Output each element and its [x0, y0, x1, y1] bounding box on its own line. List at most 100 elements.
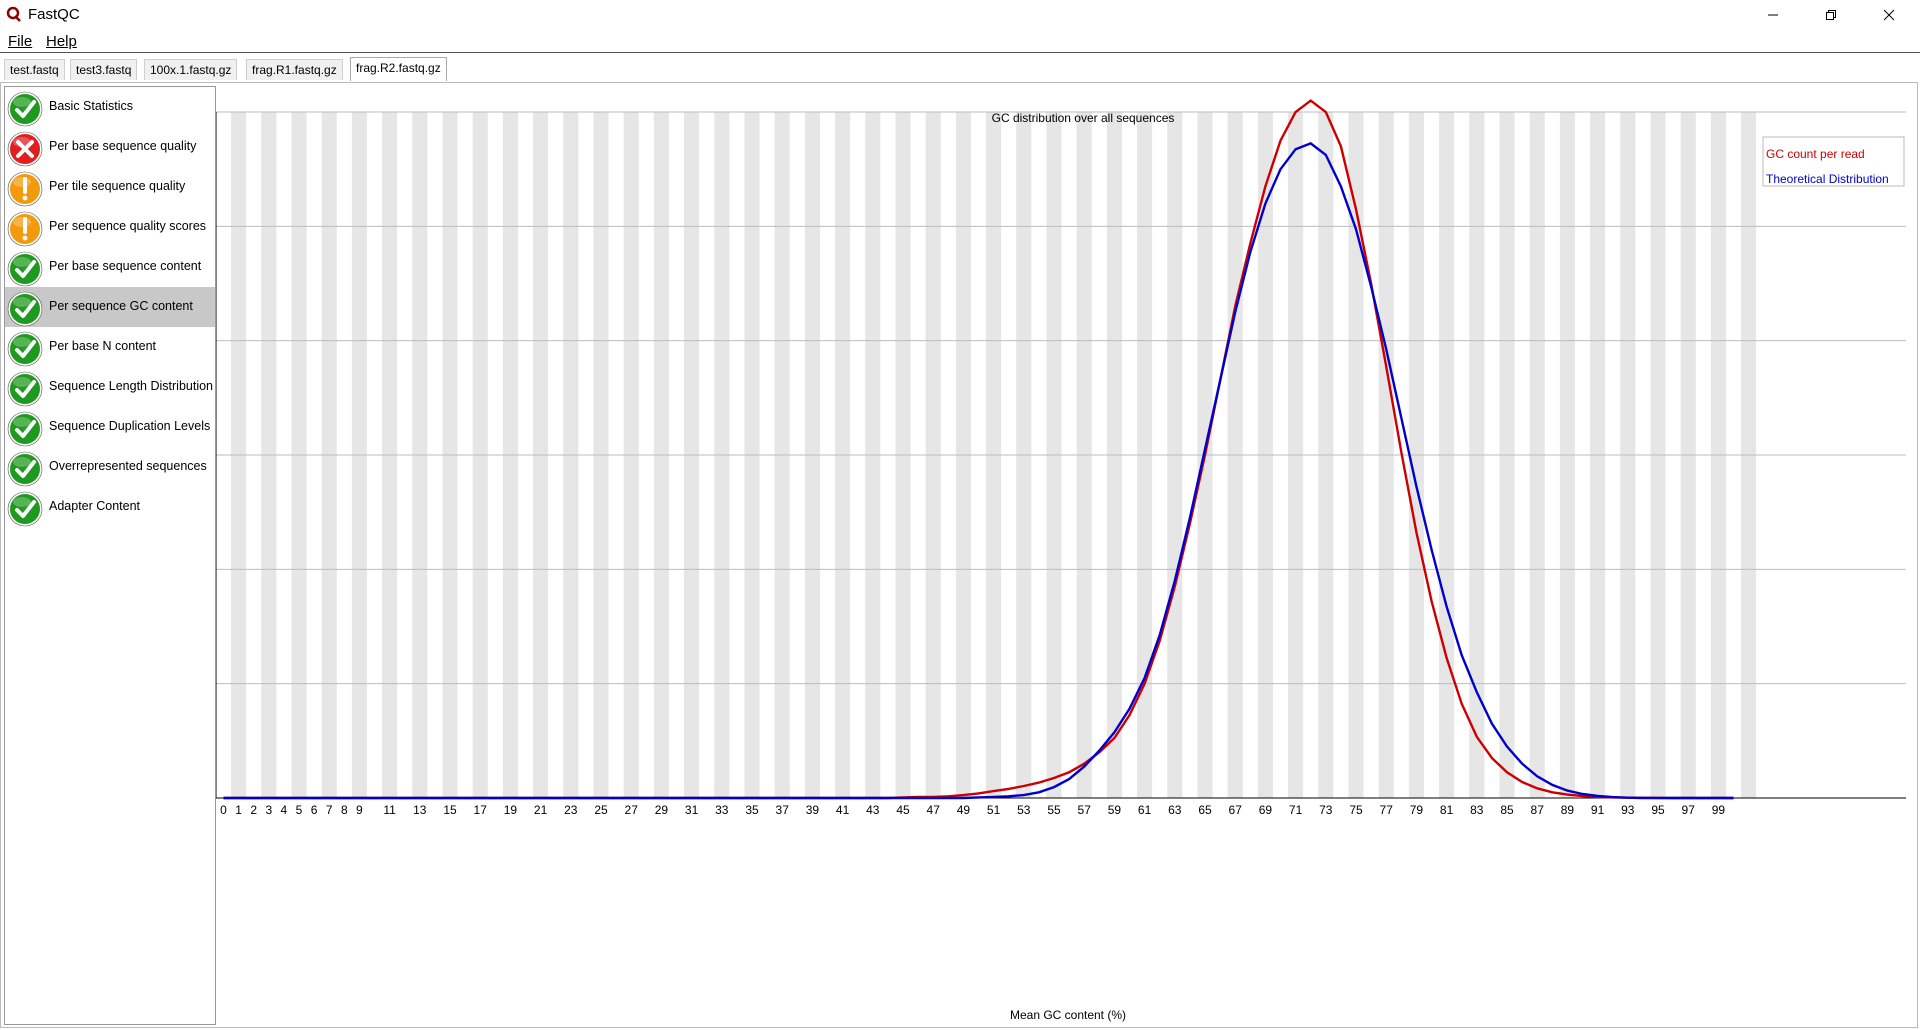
x-tick-label: 81 — [1440, 803, 1454, 817]
check-icon — [7, 411, 43, 447]
x-tick-label: 51 — [987, 803, 1001, 817]
x-tick-label: 87 — [1531, 803, 1545, 817]
module-item[interactable]: Overrepresented sequences — [5, 447, 215, 487]
x-tick-label: 8 — [341, 803, 348, 817]
tab-frag-r1-fastq-gz[interactable]: frag.R1.fastq.gz — [246, 59, 343, 80]
module-label: Adapter Content — [49, 499, 141, 513]
x-tick-label: 17 — [474, 803, 488, 817]
x-tick-label: 93 — [1621, 803, 1635, 817]
x-tick-label: 71 — [1289, 803, 1303, 817]
x-tick-label: 29 — [655, 803, 669, 817]
legend-box — [1762, 136, 1905, 187]
x-tick-label: 97 — [1682, 803, 1696, 817]
check-icon — [7, 291, 43, 327]
x-tick-label: 45 — [896, 803, 910, 817]
x-tick-label: 53 — [1017, 803, 1031, 817]
tab-test3-fastq[interactable]: test3.fastq — [70, 59, 138, 80]
module-item[interactable]: Per sequence GC content — [5, 287, 215, 327]
menu-bar: File Help — [0, 30, 1920, 53]
title-bar: FastQC — [0, 0, 1920, 30]
check-icon — [7, 451, 43, 487]
minimize-button[interactable] — [1744, 0, 1802, 30]
x-tick-label: 31 — [685, 803, 699, 817]
menu-file[interactable]: File — [8, 33, 33, 50]
module-item[interactable]: Sequence Length Distribution — [5, 367, 215, 407]
x-tick-label: 7 — [326, 803, 333, 817]
tab-100x-1-fastq-gz[interactable]: 100x.1.fastq.gz — [144, 59, 238, 80]
window-title: FastQC — [28, 6, 80, 23]
module-item[interactable]: Per base sequence quality — [5, 127, 215, 167]
close-icon — [1883, 9, 1895, 21]
x-tick-label: 27 — [625, 803, 639, 817]
cross-icon — [7, 131, 43, 167]
module-label: Sequence Duplication Levels — [49, 419, 211, 433]
module-label: Per base sequence content — [49, 259, 202, 273]
x-tick-label: 95 — [1651, 803, 1665, 817]
module-list: Basic Statistics Per base sequence quali… — [4, 86, 216, 1025]
x-tick-label: 33 — [715, 803, 729, 817]
legend-theoretical: Theoretical Distribution — [1766, 172, 1889, 186]
x-tick-label: 41 — [836, 803, 850, 817]
chart-series — [223, 99, 1734, 800]
x-tick-label: 85 — [1500, 803, 1514, 817]
module-item[interactable]: Basic Statistics — [5, 87, 215, 127]
check-icon — [7, 331, 43, 367]
exclamation-icon — [7, 171, 43, 207]
x-tick-label: 75 — [1349, 803, 1363, 817]
chart-title: GC distribution over all sequences — [992, 111, 1175, 125]
menu-help[interactable]: Help — [46, 33, 77, 50]
module-item[interactable]: Adapter Content — [5, 487, 215, 527]
minimize-icon — [1768, 14, 1778, 16]
module-item[interactable]: Per tile sequence quality — [5, 167, 215, 207]
x-tick-label: 2 — [250, 803, 257, 817]
x-tick-label: 1 — [235, 803, 242, 817]
module-item[interactable]: Per base sequence content — [5, 247, 215, 287]
check-icon — [7, 91, 43, 127]
restore-button[interactable] — [1802, 0, 1860, 30]
tab-test-fastq[interactable]: test.fastq — [4, 59, 65, 80]
module-label: Per base N content — [49, 339, 157, 353]
x-tick-label: 63 — [1168, 803, 1182, 817]
x-tick-label: 69 — [1259, 803, 1273, 817]
x-tick-label: 6 — [311, 803, 318, 817]
tab-frag-r2-fastq-gz[interactable]: frag.R2.fastq.gz — [350, 57, 447, 81]
x-tick-label: 65 — [1198, 803, 1212, 817]
x-tick-label: 83 — [1470, 803, 1484, 817]
close-button[interactable] — [1860, 0, 1918, 30]
file-tabs: test.fastq test3.fastq 100x.1.fastq.gz f… — [0, 57, 1920, 82]
module-label: Basic Statistics — [49, 99, 134, 113]
check-icon — [7, 251, 43, 287]
x-tick-label: 15 — [443, 803, 457, 817]
x-tick-label: 19 — [504, 803, 518, 817]
x-tick-label: 55 — [1047, 803, 1061, 817]
x-tick-label: 25 — [594, 803, 608, 817]
module-label: Overrepresented sequences — [49, 459, 207, 473]
x-tick-label: 23 — [564, 803, 578, 817]
x-tick-label: 67 — [1229, 803, 1243, 817]
module-label: Per sequence GC content — [49, 299, 193, 313]
module-item[interactable]: Per base N content — [5, 327, 215, 367]
check-icon — [7, 371, 43, 407]
chart-stripes — [231, 112, 1757, 798]
x-tick-label: 39 — [806, 803, 820, 817]
x-tick-label: 57 — [1078, 803, 1092, 817]
x-tick-label: 3 — [265, 803, 272, 817]
x-tick-label: 49 — [957, 803, 971, 817]
x-tick-label: 79 — [1410, 803, 1424, 817]
x-tick-label: 4 — [281, 803, 288, 817]
x-tick-label: 77 — [1380, 803, 1394, 817]
module-label: Per base sequence quality — [49, 139, 197, 153]
x-tick-label: 11 — [383, 803, 396, 817]
exclamation-icon — [7, 211, 43, 247]
module-item[interactable]: Per sequence quality scores — [5, 207, 215, 247]
x-tick-label: 59 — [1108, 803, 1122, 817]
module-label: Per tile sequence quality — [49, 179, 186, 193]
fastqc-app-icon — [6, 6, 21, 22]
module-item[interactable]: Sequence Duplication Levels — [5, 407, 215, 447]
x-tick-label: 99 — [1712, 803, 1726, 817]
x-tick-label: 61 — [1138, 803, 1152, 817]
x-tick-label: 47 — [927, 803, 941, 817]
x-tick-label: 9 — [356, 803, 363, 817]
x-tick-label: 43 — [866, 803, 880, 817]
x-tick-label: 37 — [776, 803, 790, 817]
